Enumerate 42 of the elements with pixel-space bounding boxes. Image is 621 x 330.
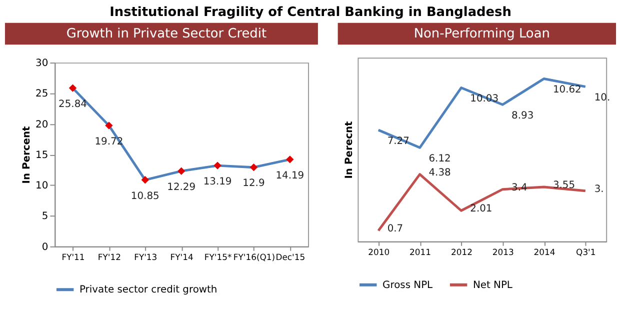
x-tick-label: FY'12 <box>98 252 121 262</box>
x-tick-label: 2010 <box>368 246 390 257</box>
data-label: 12.9 <box>242 178 265 190</box>
y-tick-label: 15 <box>36 150 48 161</box>
x-tick-label: 2013 <box>492 246 514 257</box>
x-tick-label: FY'15* <box>204 252 232 262</box>
data-label: 10.85 <box>130 190 160 202</box>
data-label: 10. <box>594 92 610 104</box>
x-tick-label: FY'13 <box>134 252 158 262</box>
data-label: 25.84 <box>58 98 87 110</box>
data-label: 0.7 <box>387 224 404 235</box>
legend-label: Net NPL <box>472 280 513 291</box>
x-tick-label: Q3'1 <box>576 246 596 257</box>
y-tick-label: 30 <box>36 58 48 70</box>
x-tick-label: FY'11 <box>62 252 85 262</box>
y-tick-label: 10 <box>36 180 48 192</box>
x-tick-label: FY'14 <box>170 252 194 262</box>
data-label: 10.62 <box>552 84 582 96</box>
y-tick-label: 20 <box>36 119 48 130</box>
x-tick-label: Dec'15 <box>276 252 306 262</box>
y-tick-label: 5 <box>42 211 48 222</box>
y-tick-label: 25 <box>36 88 48 100</box>
x-tick-label: 2011 <box>410 246 432 257</box>
text: Institutional Fragility of Central Banking in Bangladesh <box>110 4 512 20</box>
data-label: 8.93 <box>512 110 534 122</box>
legend-label: Private sector credit growth <box>79 284 218 296</box>
x-tick-label: 2014 <box>534 246 556 257</box>
y-axis-title: In Percent <box>22 126 33 184</box>
data-label: 3. <box>594 184 604 195</box>
legend-label: Gross NPL <box>382 280 434 291</box>
y-axis-title: In Perecnt <box>344 120 356 179</box>
data-label: 12.29 <box>167 182 196 193</box>
data-label: 2.01 <box>470 204 492 215</box>
data-label: 6.12 <box>428 154 451 165</box>
x-tick-label: 2012 <box>450 246 472 257</box>
data-label: 14.19 <box>276 170 304 182</box>
x-tick-label: FY'16(Q1) <box>233 252 276 262</box>
y-tick-label: 0 <box>42 242 48 253</box>
chart-title: Non-Performing Loan <box>414 26 550 42</box>
chart-title: Growth in Private Sector Credit <box>66 26 267 42</box>
data-label: 4.38 <box>428 167 451 178</box>
data-label: 13.19 <box>203 176 232 188</box>
